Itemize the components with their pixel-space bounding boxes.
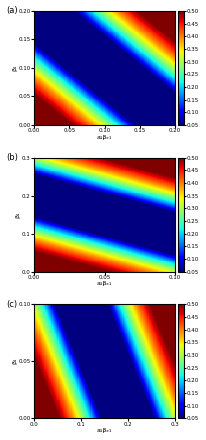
X-axis label: a₁βₑ₁: a₁βₑ₁ [96, 135, 112, 140]
X-axis label: a₁βₑ₁: a₁βₑ₁ [96, 428, 112, 433]
Y-axis label: β₁: β₁ [12, 65, 17, 71]
Y-axis label: β₁: β₁ [12, 358, 17, 364]
Y-axis label: β₁: β₁ [15, 211, 21, 218]
X-axis label: a₁βₑ₁: a₁βₑ₁ [96, 282, 112, 286]
Text: (b): (b) [6, 153, 18, 162]
Text: (c): (c) [6, 300, 17, 309]
Text: (a): (a) [6, 6, 18, 15]
